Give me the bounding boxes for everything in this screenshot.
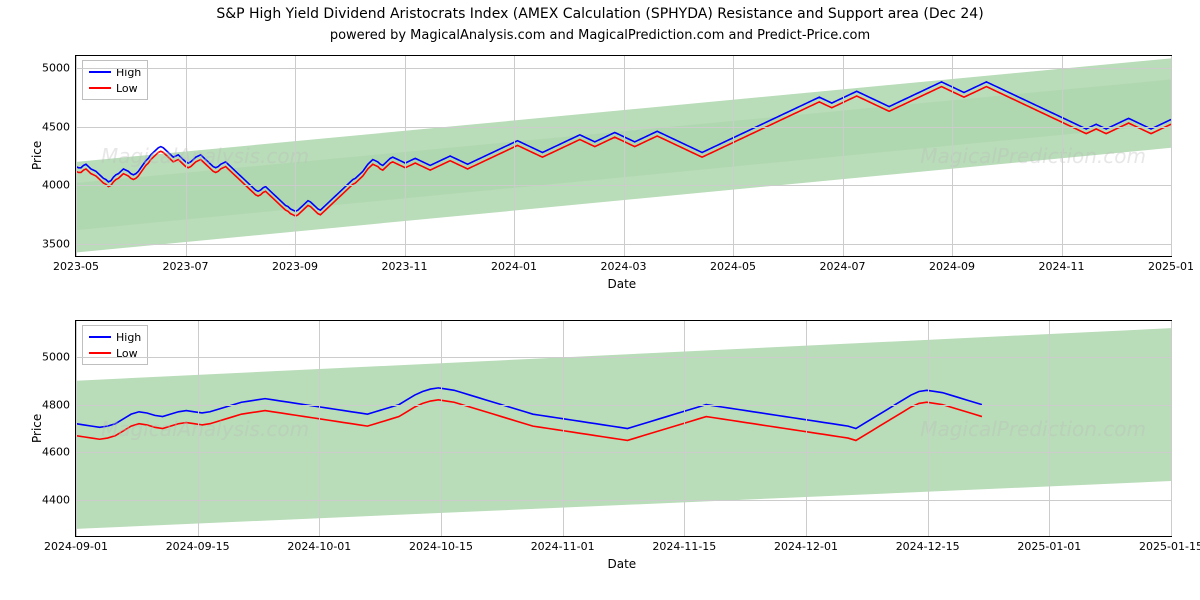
x-tick-label: 2025-01-01 xyxy=(1017,536,1081,553)
x-tick-label: 2024-05 xyxy=(710,256,756,273)
x-tick-label: 2024-09 xyxy=(929,256,975,273)
x-tick-label: 2023-07 xyxy=(163,256,209,273)
legend-label-low: Low xyxy=(116,82,138,95)
x-tick-label: 2025-01 xyxy=(1148,256,1194,273)
x-tick-label: 2023-09 xyxy=(272,256,318,273)
legend-row-low: Low xyxy=(89,80,141,96)
x-tick-label: 2024-11 xyxy=(1039,256,1085,273)
y-tick-label: 4500 xyxy=(42,120,76,133)
legend-swatch-high xyxy=(89,71,111,73)
x-tick-label: 2023-11 xyxy=(382,256,428,273)
legend-row-high: High xyxy=(89,64,141,80)
bottom-x-axis-label: Date xyxy=(608,557,637,571)
x-tick-label: 2024-12-15 xyxy=(896,536,960,553)
bottom-y-axis-label: Price xyxy=(30,413,44,442)
x-tick-label: 2024-07 xyxy=(820,256,866,273)
x-tick-label: 2024-09-15 xyxy=(166,536,230,553)
x-tick-label: 2024-10-15 xyxy=(409,536,473,553)
legend-swatch-low xyxy=(89,87,111,89)
y-tick-label: 5000 xyxy=(42,61,76,74)
chart-subtitle: powered by MagicalAnalysis.com and Magic… xyxy=(0,28,1200,43)
legend-top: High Low xyxy=(82,60,148,100)
y-tick-label: 4600 xyxy=(42,446,76,459)
x-tick-label: 2024-03 xyxy=(601,256,647,273)
figure-root: S&P High Yield Dividend Aristocrats Inde… xyxy=(0,0,1200,600)
legend-row-high: High xyxy=(89,329,141,345)
y-tick-label: 4800 xyxy=(42,398,76,411)
x-tick-label: 2024-11-01 xyxy=(531,536,595,553)
y-tick-label: 4000 xyxy=(42,179,76,192)
top-chart-panel: High Low MagicalAnalysis.com MagicalPred… xyxy=(75,55,1172,257)
legend-swatch-low xyxy=(89,352,111,354)
legend-bottom: High Low xyxy=(82,325,148,365)
x-tick-label: 2024-12-01 xyxy=(774,536,838,553)
x-tick-label: 2024-01 xyxy=(491,256,537,273)
x-tick-label: 2023-05 xyxy=(53,256,99,273)
bottom-chart-svg xyxy=(76,321,1171,536)
x-tick-label: 2024-10-01 xyxy=(287,536,351,553)
legend-swatch-high xyxy=(89,336,111,338)
y-tick-label: 3500 xyxy=(42,238,76,251)
legend-row-low: Low xyxy=(89,345,141,361)
chart-title: S&P High Yield Dividend Aristocrats Inde… xyxy=(0,6,1200,22)
bottom-chart-panel: High Low MagicalAnalysis.com MagicalPred… xyxy=(75,320,1172,537)
x-tick-label: 2025-01-15 xyxy=(1139,536,1200,553)
y-tick-label: 5000 xyxy=(42,350,76,363)
y-tick-label: 4400 xyxy=(42,494,76,507)
top-x-axis-label: Date xyxy=(608,277,637,291)
top-y-axis-label: Price xyxy=(30,141,44,170)
legend-label-high: High xyxy=(116,331,141,344)
x-tick-label: 2024-11-15 xyxy=(652,536,716,553)
x-tick-label: 2024-09-01 xyxy=(44,536,108,553)
